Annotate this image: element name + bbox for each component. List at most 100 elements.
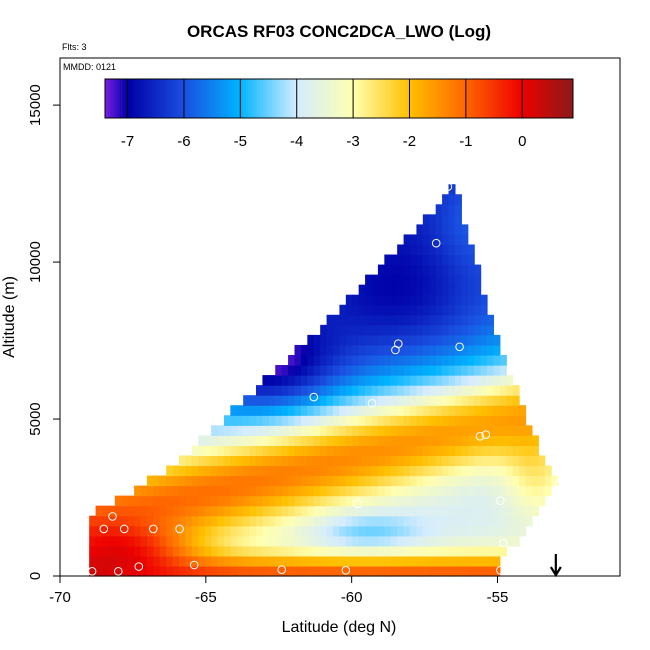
field-cell: [268, 535, 276, 547]
field-cell: [461, 334, 469, 346]
field-cell: [422, 254, 430, 266]
field-cell: [114, 525, 122, 537]
field-cell: [320, 354, 328, 366]
field-cell: [300, 495, 308, 507]
field-cell: [365, 445, 373, 457]
field-cell: [198, 445, 206, 457]
field-cell: [384, 304, 392, 316]
field-cell: [403, 535, 411, 547]
field-cell: [390, 475, 398, 487]
field-cell: [480, 445, 488, 457]
field-cell: [499, 415, 507, 426]
field-cell: [121, 535, 129, 547]
field-cell: [384, 515, 392, 527]
field-cell: [474, 515, 482, 527]
field-cell: [159, 525, 167, 537]
field-cell: [320, 365, 328, 376]
field-cell: [345, 304, 353, 316]
field-cell: [435, 435, 443, 447]
field-cell: [487, 535, 495, 547]
field-cell: [108, 515, 116, 527]
field-cell: [410, 254, 418, 266]
field-cell: [313, 475, 321, 487]
field-cell: [461, 324, 469, 336]
field-cell: [288, 455, 296, 467]
field-cell: [384, 274, 392, 286]
field-cell: [410, 555, 418, 567]
field-cell: [448, 515, 456, 527]
field-cell: [467, 525, 475, 537]
field-cell: [313, 505, 321, 517]
field-cell: [506, 475, 514, 487]
field-cell: [345, 395, 353, 406]
field-cell: [243, 465, 251, 477]
field-cell: [416, 425, 424, 436]
field-cell: [422, 565, 430, 577]
field-cell: [442, 365, 450, 376]
field-cell: [198, 505, 206, 517]
x-tick-label: -55: [487, 589, 509, 606]
field-cell: [140, 565, 148, 577]
colorbar-swatch: [166, 79, 170, 118]
field-cell: [371, 515, 379, 527]
field-cell: [339, 405, 347, 416]
field-cell: [390, 555, 398, 567]
field-cell: [121, 495, 129, 507]
field-cell: [313, 375, 321, 386]
field-cell: [397, 465, 405, 477]
field-cell: [198, 525, 206, 537]
field-cell: [435, 405, 443, 416]
field-cell: [454, 234, 462, 246]
field-cell: [294, 565, 302, 577]
field-cell: [268, 545, 276, 557]
field-cell: [114, 535, 122, 547]
field-cell: [377, 435, 385, 447]
field-cell: [461, 344, 469, 356]
field-cell: [179, 545, 187, 557]
colorbar-swatch: [181, 79, 185, 118]
field-cell: [191, 545, 199, 557]
field-cell: [442, 395, 450, 406]
colorbar-swatch: [271, 79, 276, 118]
field-cell: [377, 375, 385, 386]
field-cell: [454, 264, 462, 276]
field-cell: [217, 525, 225, 537]
field-cell: [243, 565, 251, 577]
field-cell: [377, 445, 385, 457]
field-cell: [268, 515, 276, 527]
field-cell: [365, 314, 373, 326]
field-cell: [352, 304, 360, 316]
field-cell: [506, 525, 514, 537]
field-cell: [256, 435, 264, 447]
field-cell: [300, 385, 308, 396]
field-cell: [454, 395, 462, 406]
colorbar-swatch: [379, 79, 384, 118]
field-cell: [326, 314, 334, 326]
field-cell: [146, 535, 154, 547]
field-cell: [467, 324, 475, 336]
colorbar-swatch: [441, 79, 445, 118]
colorbar-swatch: [306, 79, 311, 118]
colorbar-swatch: [453, 79, 457, 118]
colorbar-swatch: [339, 79, 343, 118]
field-cell: [448, 485, 456, 497]
field-cell: [377, 495, 385, 507]
field-cell: [519, 455, 527, 467]
field-cell: [397, 565, 405, 577]
field-cell: [384, 344, 392, 356]
field-cell: [320, 445, 328, 457]
field-cell: [493, 515, 501, 527]
field-cell: [268, 445, 276, 457]
field-cell: [339, 415, 347, 426]
colorbar-swatch: [415, 79, 419, 118]
field-cell: [300, 485, 308, 497]
colorbar-swatch: [423, 79, 428, 118]
field-cell: [146, 565, 154, 577]
field-cell: [127, 525, 135, 537]
field-cell: [365, 435, 373, 447]
field-cell: [474, 284, 482, 296]
colorbar-swatch: [298, 79, 302, 118]
field-cell: [211, 555, 219, 567]
field-cell: [121, 565, 129, 577]
colorbar-swatch: [169, 79, 173, 118]
